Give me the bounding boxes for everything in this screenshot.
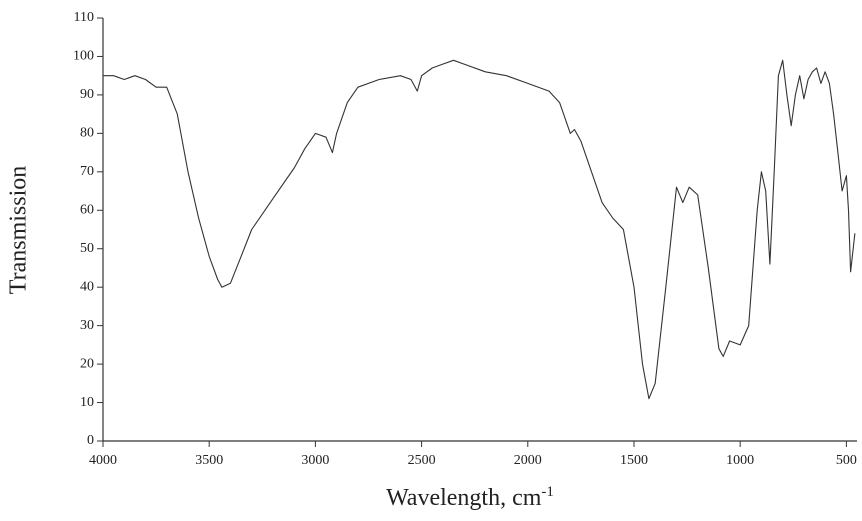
y-tick-label: 50 <box>80 241 94 256</box>
x-tick-label: 2500 <box>408 453 436 468</box>
y-tick-label: 10 <box>80 395 94 410</box>
x-tick-label: 500 <box>836 453 857 468</box>
x-tick-label: 1500 <box>620 453 648 468</box>
spectrum-line <box>103 59 856 400</box>
y-tick-label: 90 <box>80 87 94 102</box>
y-tick-label: 20 <box>80 356 94 371</box>
x-tick-label: 3500 <box>195 453 223 468</box>
y-tick-label: 60 <box>80 202 94 217</box>
x-axis-title-superscript: -1 <box>541 484 554 500</box>
x-tick-label: 3000 <box>301 453 329 468</box>
y-tick-label: 30 <box>80 318 94 333</box>
x-tick-label: 1000 <box>726 453 754 468</box>
y-tick-label: 70 <box>80 164 94 179</box>
x-axis-title-text: Wavelength, cm <box>386 485 542 511</box>
x-tick-label: 4000 <box>89 453 117 468</box>
y-tick-label: 0 <box>87 433 94 448</box>
x-axis-title: Wavelength, cm-1 <box>386 484 554 511</box>
x-tick-label: 2000 <box>514 453 542 468</box>
y-tick-label: 110 <box>74 10 94 25</box>
y-tick-label: 40 <box>80 279 94 294</box>
y-tick-label: 80 <box>80 126 94 141</box>
y-axis-title: Transmission <box>6 166 32 294</box>
y-tick-label: 100 <box>73 49 94 64</box>
